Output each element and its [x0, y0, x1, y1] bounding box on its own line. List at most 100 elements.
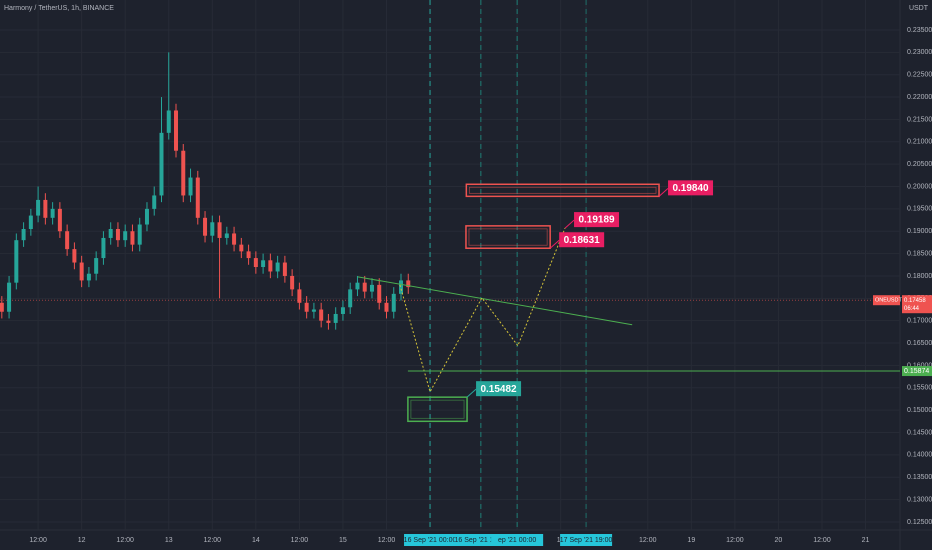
candle-body [65, 231, 70, 250]
x-tick-label: ep '21 00:00 [498, 537, 536, 544]
candle-body [384, 302, 389, 312]
candle-body [72, 249, 77, 263]
candle-body [239, 244, 244, 252]
candle-body [406, 280, 411, 288]
y-tick-label: 0.17000 [907, 318, 932, 325]
x-tick-label: 21 [862, 537, 870, 544]
x-tick-label: 12:00 [204, 537, 222, 544]
candle-body [290, 275, 295, 290]
candle-body [275, 262, 280, 272]
x-tick-label: 16 Sep '21 14:00 [454, 537, 507, 544]
candle-body [232, 233, 237, 245]
price-tag [902, 366, 932, 377]
symbol-label: ONEUSDT [875, 298, 903, 304]
candle-body [369, 284, 374, 292]
y-tick-label: 0.19000 [907, 228, 932, 235]
candle-body [94, 258, 99, 274]
x-tick-label: 17 Sep '21 19:00 [560, 537, 613, 544]
candle-body [355, 282, 360, 290]
candle-body [137, 224, 142, 245]
candle-body [377, 284, 382, 303]
line-drawing [357, 276, 633, 326]
y-tick-label: 0.22000 [907, 94, 932, 101]
y-tick-label: 0.19500 [907, 206, 932, 213]
box-drawing [465, 183, 660, 198]
annotation-connector [658, 187, 669, 197]
candle-body [304, 302, 309, 312]
candle-body [391, 293, 396, 312]
candle-body [115, 228, 120, 241]
candle-body [14, 240, 19, 283]
candle-body [174, 110, 179, 151]
candle-body [319, 309, 324, 321]
price-tag-label: 0.15874 [904, 368, 929, 375]
candle-body [224, 233, 229, 238]
candle-body [282, 262, 287, 276]
annotation-label: 0.15482 [480, 384, 517, 395]
y-tick-label: 0.23000 [907, 49, 932, 56]
candle-body [159, 132, 164, 196]
y-tick-label: 0.18000 [907, 273, 932, 280]
price-tag-label: 0.17458 [904, 298, 926, 304]
annotation-label: 0.19840 [672, 183, 709, 194]
candle-body [326, 320, 331, 323]
candle-body [210, 222, 215, 236]
candle-body [261, 260, 266, 268]
candle-body [181, 150, 186, 196]
annotation-label: 0.19189 [578, 215, 615, 226]
x-tick-label: 12:00 [813, 537, 831, 544]
x-tick-highlight [560, 534, 613, 546]
candle-body [101, 237, 106, 259]
candle-body [0, 302, 4, 312]
y-tick-label: 0.20000 [907, 183, 932, 190]
box-inner [410, 399, 465, 419]
candle-body [268, 260, 273, 272]
price-tag [902, 295, 932, 314]
chart-title: Harmony / TetherUS, 1h, BINANCE [4, 5, 114, 12]
y-tick-label: 0.15000 [907, 407, 932, 414]
x-tick-label: 12 [78, 537, 86, 544]
candle-body [217, 222, 222, 238]
y-tick-label: 0.18500 [907, 250, 932, 257]
x-tick-label: 12:00 [726, 537, 744, 544]
x-tick-label: 12:00 [378, 537, 396, 544]
x-tick-label: 12:00 [639, 537, 657, 544]
box-drawing [465, 225, 551, 249]
candle-body [362, 282, 367, 292]
candle-body [86, 273, 91, 281]
annotation-label: 0.18631 [564, 235, 601, 246]
y-tick-label: 0.16500 [907, 340, 932, 347]
annotation-connector [549, 239, 560, 249]
annotation-box [559, 232, 605, 248]
candle-body [28, 215, 33, 229]
candle-body [297, 289, 302, 303]
candle-body [36, 199, 41, 216]
candle-body [123, 231, 128, 241]
candle-body [166, 110, 171, 133]
candle-body [108, 228, 113, 238]
candle-body [348, 289, 353, 308]
annotation-connector [466, 388, 477, 398]
y-tick-label: 0.13000 [907, 496, 932, 503]
x-tick-highlight [404, 534, 457, 546]
candle-body [152, 195, 157, 209]
annotation-box [668, 180, 714, 196]
candle-body [130, 231, 135, 245]
x-tick-label: 12:00 [291, 537, 309, 544]
y-tick-label: 0.23500 [907, 27, 932, 34]
candle-body [188, 177, 193, 196]
candle-body [79, 262, 84, 281]
annotation-connector [564, 219, 575, 229]
box-drawing [407, 396, 468, 423]
y-tick-label: 0.21500 [907, 116, 932, 123]
x-tick-label: 14 [252, 537, 260, 544]
candle-body [57, 208, 62, 232]
candle-body [311, 309, 316, 312]
box-inner [468, 186, 657, 194]
currency-label: USDT [909, 5, 929, 12]
line-drawing [399, 227, 566, 394]
annotation-box [574, 212, 620, 228]
